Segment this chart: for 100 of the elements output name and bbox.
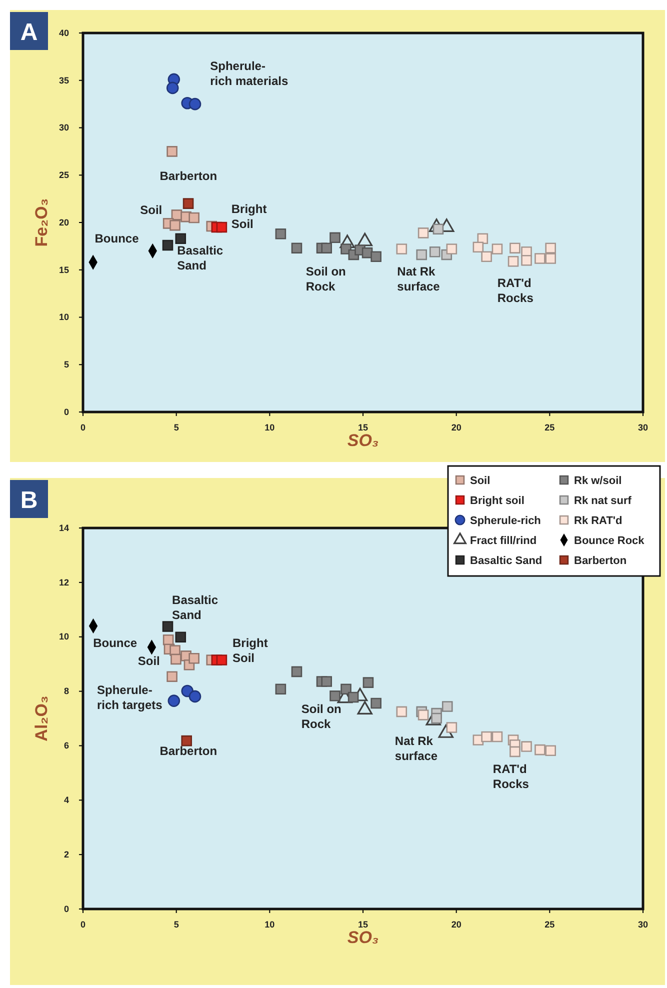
annotation: Bounce [94, 231, 140, 246]
x-tick-label: 25 [544, 919, 555, 930]
point [429, 246, 440, 258]
annotation: Nat Rk surface [397, 264, 440, 294]
y-tick-label: 8 [64, 686, 69, 696]
point [446, 244, 458, 254]
point [508, 256, 519, 267]
point [175, 233, 186, 244]
point [510, 746, 520, 758]
legend-label: Bounce Rock [574, 535, 646, 547]
x-axis-title: SO₃ [347, 431, 379, 450]
x-tick-label: 25 [544, 422, 555, 432]
y-tick-label: 14 [58, 522, 69, 533]
y-tick-label: 40 [58, 28, 69, 38]
point [521, 741, 532, 752]
annotation: Soil on Rock [306, 264, 346, 294]
point [291, 666, 302, 678]
legend-label: Rk nat surf [574, 495, 632, 507]
point [446, 722, 458, 733]
annotation: Soil on Rock [301, 702, 342, 732]
x-tick-label: 5 [174, 919, 179, 930]
legend-label: Spherule-rich [470, 515, 542, 527]
y-tick-label: 0 [64, 904, 69, 914]
chart-title: B [20, 487, 38, 514]
point [181, 735, 192, 746]
x-tick-label: 30 [638, 422, 648, 432]
annotation: RAT'd Rocks [497, 276, 534, 305]
annotation: RAT'd Rocks [492, 762, 530, 791]
y-tick-label: 25 [58, 170, 69, 180]
point [170, 654, 182, 665]
point [362, 677, 374, 688]
point [275, 684, 286, 695]
point [182, 198, 194, 209]
point [442, 701, 453, 712]
point [321, 676, 332, 687]
point [175, 632, 186, 643]
legend-label: Soil [470, 475, 490, 487]
point [321, 242, 332, 254]
point [188, 98, 202, 110]
x-tick-label: 15 [358, 422, 368, 432]
y-tick-label: 12 [58, 577, 69, 588]
annotation: Barberton [160, 168, 218, 183]
y-tick-label: 2 [64, 849, 69, 860]
annotation: Basaltic Sand [172, 593, 218, 622]
y-tick-label: 20 [58, 217, 69, 228]
legend-label: Fract fill/rind [470, 535, 537, 547]
annotation: Soil [138, 654, 160, 668]
legend-label: Basaltic Sand [470, 555, 542, 567]
point [162, 240, 174, 251]
point [188, 212, 200, 224]
point [166, 146, 178, 157]
annotation: Basaltic Sand [177, 244, 224, 273]
point [216, 654, 228, 666]
point [170, 220, 180, 231]
point [216, 222, 228, 233]
y-axis-title: Fe₂O₃ [32, 198, 51, 247]
x-tick-label: 0 [80, 919, 86, 930]
legend-label: Bright soil [470, 495, 524, 507]
x-tick-label: 15 [358, 919, 368, 930]
y-tick-label: 5 [64, 360, 69, 370]
point [545, 745, 556, 756]
x-tick-label: 10 [264, 422, 275, 432]
annotation: Barberton [160, 744, 218, 758]
legend-label: Rk w/soil [574, 475, 622, 487]
legend-label: Barberton [574, 555, 627, 567]
x-tick-label: 30 [638, 919, 648, 930]
point [348, 692, 359, 703]
x-axis-title: SO₃ [347, 928, 379, 947]
x-tick-label: 10 [264, 919, 275, 930]
point [431, 712, 442, 724]
x-tick-label: 0 [80, 422, 86, 432]
point [330, 232, 340, 244]
y-tick-label: 10 [58, 632, 69, 642]
point [188, 690, 202, 703]
point [166, 82, 179, 94]
point [521, 255, 532, 266]
point [481, 251, 492, 262]
point [492, 731, 503, 742]
point [545, 253, 556, 264]
annotation: Bright Soil [232, 636, 268, 665]
point [166, 671, 178, 682]
x-tick-label: 20 [451, 919, 462, 930]
y-tick-label: 4 [64, 795, 69, 806]
point [418, 228, 429, 238]
point [510, 242, 520, 254]
point [370, 251, 382, 262]
y-tick-label: 35 [58, 75, 69, 86]
chart-title: A [20, 19, 38, 46]
point [168, 694, 180, 707]
point [534, 744, 546, 756]
point [396, 706, 408, 718]
point [370, 698, 382, 709]
y-axis-title: Al₂O₃ [32, 696, 51, 742]
x-tick-label: 5 [174, 422, 179, 432]
point [416, 249, 428, 260]
y-tick-label: 6 [64, 740, 69, 751]
y-tick-label: 10 [58, 312, 69, 322]
point [396, 244, 408, 254]
point [481, 731, 492, 742]
annotation: Spherule- rich targets [97, 683, 163, 712]
